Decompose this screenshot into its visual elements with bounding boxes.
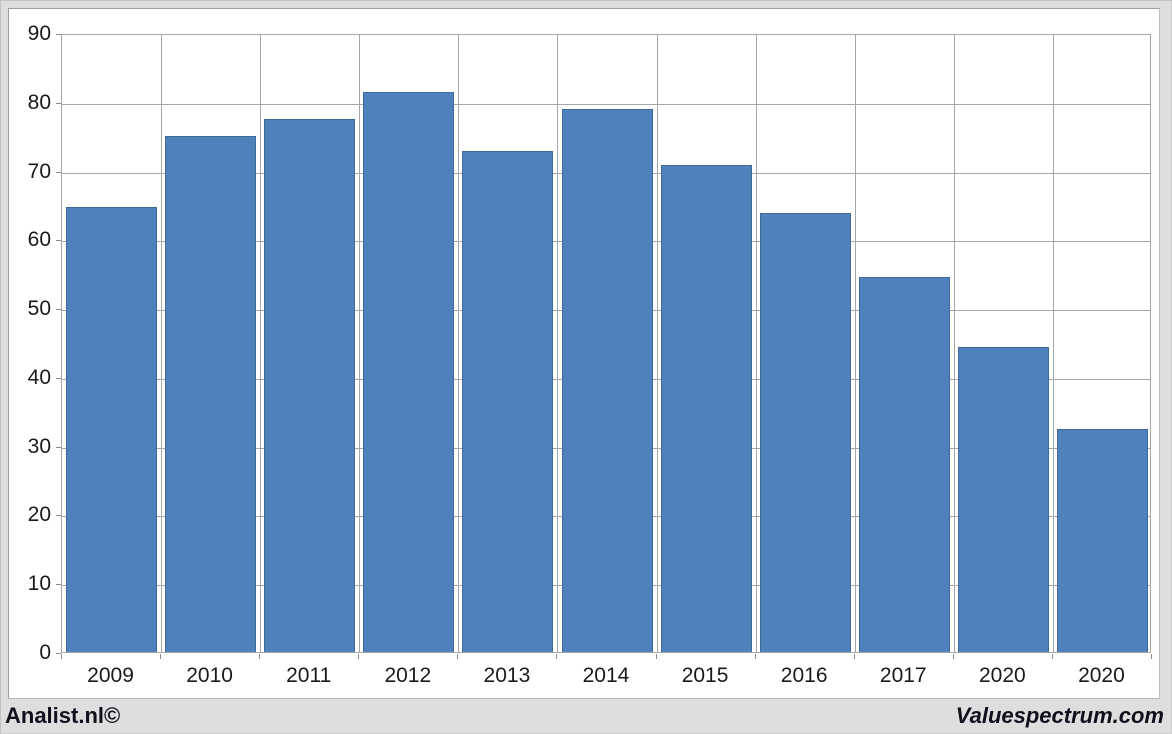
y-axis-tick	[56, 515, 61, 517]
gridline-vertical	[359, 35, 361, 652]
x-tick-label: 2015	[681, 664, 729, 687]
bar	[957, 347, 1049, 652]
bar	[66, 207, 158, 652]
y-tick-label: 90	[27, 22, 51, 45]
y-tick-label: 60	[27, 228, 51, 252]
gridline-vertical	[458, 35, 460, 652]
y-axis-tick	[56, 102, 61, 104]
x-axis-tick	[655, 654, 657, 659]
x-tick-label: 2009	[87, 664, 134, 687]
x-axis-tick	[358, 654, 360, 659]
x-tick-label: 2012	[384, 664, 432, 687]
bar	[759, 213, 851, 652]
gridline-horizontal	[62, 103, 1150, 105]
bar	[1056, 429, 1148, 652]
chart-panel: 0 10 20 30 40 50 60 70 80 90 2009 2010 2011 2012 2013 2…	[8, 8, 1160, 699]
gridline-vertical	[854, 35, 856, 652]
y-axis-tick	[56, 309, 61, 311]
y-tick-label: 30	[27, 434, 51, 458]
bar	[363, 92, 455, 652]
x-axis-tick	[457, 654, 459, 659]
y-axis-tick	[56, 653, 61, 654]
y-tick-label: 0	[39, 641, 51, 664]
x-tick-label: 2010	[186, 664, 233, 687]
gridline-vertical	[953, 35, 955, 652]
y-axis-tick	[56, 584, 61, 586]
x-axis-tick	[61, 654, 62, 659]
bar	[462, 151, 554, 652]
y-axis-tick	[56, 240, 61, 242]
y-tick-label: 20	[27, 503, 51, 527]
y-axis-tick	[56, 377, 61, 379]
gridline-vertical	[161, 35, 163, 652]
x-axis-tick	[259, 654, 261, 659]
bar	[165, 136, 257, 652]
gridline-vertical	[1052, 35, 1054, 652]
x-tick-label: 2020	[978, 664, 1026, 687]
analist-credit: Analist.nl©	[5, 702, 121, 728]
bar	[660, 165, 752, 652]
bar	[264, 118, 356, 652]
y-tick-label: 70	[27, 159, 51, 183]
attribution-bar: Analist.nl© Valuespectrum.com	[0, 699, 1172, 734]
x-axis-tick	[853, 654, 855, 659]
y-axis-tick	[56, 34, 61, 35]
x-tick-label: 2011	[286, 664, 332, 687]
y-tick-label: 50	[27, 297, 51, 321]
x-axis-tick	[952, 654, 954, 659]
gridline-vertical	[260, 35, 262, 652]
plot-area	[61, 34, 1151, 653]
x-tick-label: 2013	[483, 664, 531, 687]
x-axis-tick	[754, 654, 756, 659]
y-tick-label: 40	[27, 365, 51, 389]
gridline-vertical	[755, 35, 757, 652]
x-tick-label: 2014	[582, 664, 630, 687]
x-axis-tick	[1051, 654, 1053, 659]
bar	[561, 108, 653, 652]
bar	[858, 277, 950, 652]
y-tick-label: 80	[27, 90, 51, 114]
y-axis-tick	[56, 171, 61, 173]
x-tick-label: 2016	[780, 664, 828, 687]
gridline-vertical	[557, 35, 559, 652]
x-tick-label: 2020	[1078, 664, 1125, 687]
gridline-vertical	[656, 35, 658, 652]
y-tick-label: 10	[27, 572, 51, 596]
x-axis-tick	[1151, 654, 1152, 659]
x-axis-tick	[160, 654, 162, 659]
x-axis-tick	[556, 654, 558, 659]
y-axis-tick	[56, 446, 61, 448]
x-tick-label: 2017	[879, 664, 927, 687]
valuespectrum-credit: Valuespectrum.com	[955, 702, 1164, 728]
